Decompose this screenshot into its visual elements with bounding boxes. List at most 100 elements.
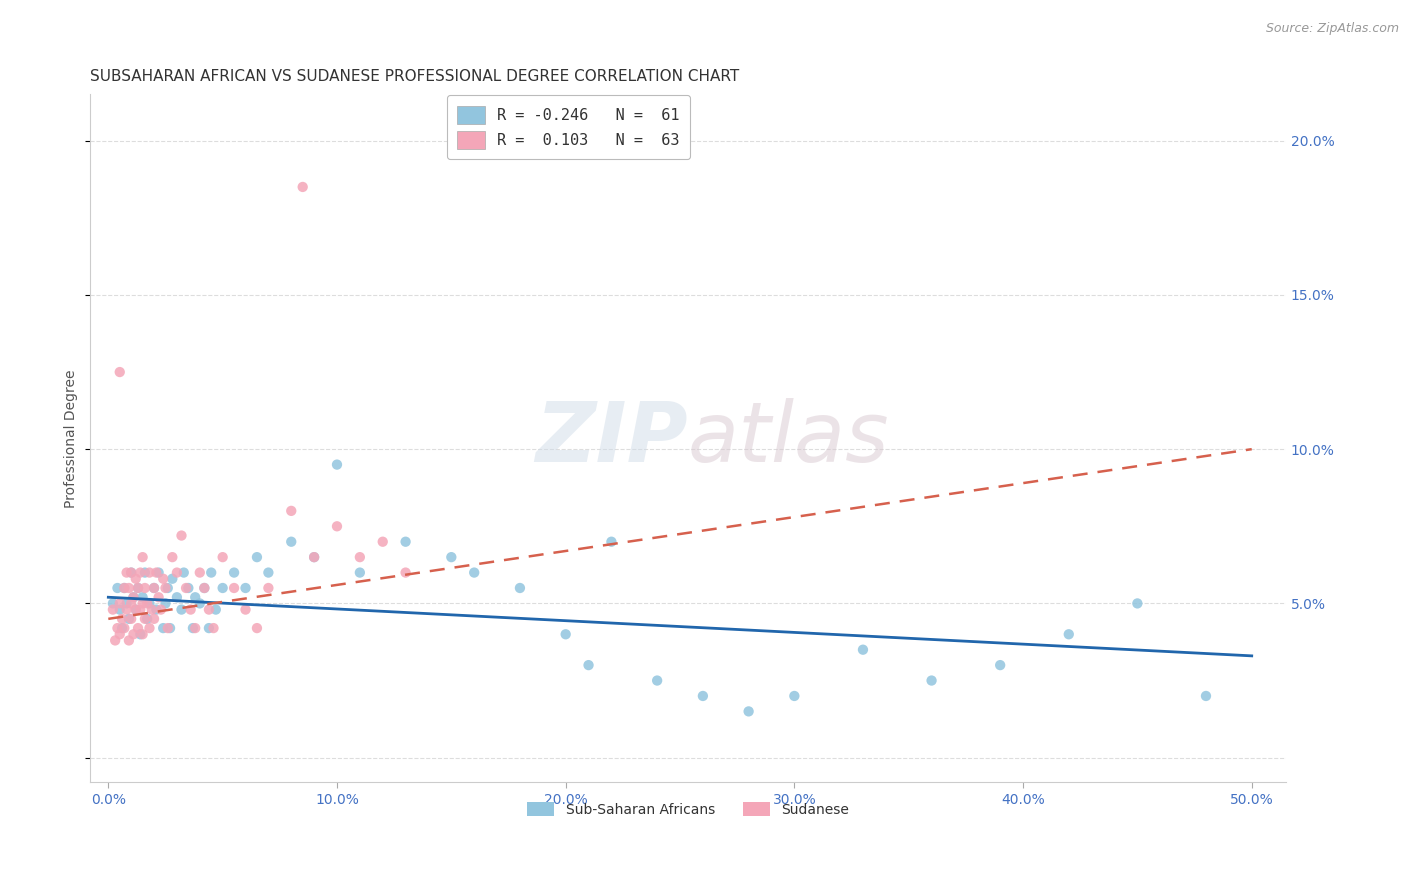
Point (921, 673, 943, 688)
Point (108, 627, 131, 641)
Point (145, 602, 167, 616)
Point (152, 621, 174, 635)
Point (394, 566, 416, 580)
Point (235, 602, 257, 616)
Point (181, 621, 204, 635)
Point (184, 591, 207, 605)
Point (108, 365, 131, 379)
Point (246, 621, 269, 635)
Text: SUBSAHARAN AFRICAN VS SUDANESE PROFESSIONAL DEGREE CORRELATION CHART: SUBSAHARAN AFRICAN VS SUDANESE PROFESSIO… (90, 69, 740, 84)
Point (101, 596, 124, 610)
Point (115, 566, 138, 580)
Point (129, 627, 152, 641)
Point (349, 550, 371, 565)
Point (112, 581, 135, 595)
Point (155, 596, 177, 610)
Point (138, 621, 160, 635)
Point (193, 581, 215, 595)
Y-axis label: Professional Degree: Professional Degree (65, 369, 79, 508)
Point (246, 550, 269, 565)
Point (177, 581, 200, 595)
Point (104, 633, 127, 648)
Point (108, 602, 131, 616)
Point (125, 602, 148, 616)
Point (149, 602, 172, 616)
Point (143, 612, 166, 626)
Point (211, 550, 233, 565)
Point (222, 566, 245, 580)
Point (326, 519, 349, 533)
Point (180, 602, 202, 616)
Point (136, 596, 159, 610)
Point (101, 602, 124, 616)
Point (737, 705, 759, 719)
Point (152, 572, 174, 586)
Point (129, 602, 152, 616)
Point (120, 566, 142, 580)
Point (112, 581, 135, 595)
Point (156, 621, 179, 635)
Text: atlas: atlas (688, 398, 890, 479)
Point (125, 572, 148, 586)
Point (162, 572, 184, 586)
Point (188, 566, 211, 580)
Point (440, 550, 463, 565)
Point (166, 566, 188, 580)
Point (136, 612, 159, 626)
Point (1126, 596, 1149, 610)
Point (193, 581, 215, 595)
Point (202, 621, 225, 635)
Point (852, 642, 875, 657)
Point (235, 581, 257, 595)
Point (118, 612, 141, 626)
Point (134, 581, 156, 595)
Point (138, 566, 160, 580)
Point (115, 596, 138, 610)
Point (198, 602, 221, 616)
Point (692, 689, 714, 703)
Point (578, 658, 600, 673)
Point (200, 566, 222, 580)
Point (122, 591, 145, 605)
Point (115, 602, 138, 616)
Point (131, 550, 153, 565)
Point (156, 581, 179, 595)
Point (131, 591, 153, 605)
Point (1057, 627, 1080, 641)
Point (155, 581, 177, 595)
Point (127, 581, 149, 595)
Point (174, 581, 197, 595)
Point (111, 612, 134, 626)
Point (143, 581, 166, 595)
Point (600, 534, 623, 549)
Point (134, 612, 156, 626)
Point (148, 566, 170, 580)
Point (112, 621, 135, 635)
Point (134, 566, 156, 580)
Point (257, 581, 280, 595)
Point (159, 621, 181, 635)
Point (394, 534, 416, 549)
Point (291, 180, 314, 194)
Legend: Sub-Saharan Africans, Sudanese: Sub-Saharan Africans, Sudanese (520, 795, 856, 823)
Point (127, 581, 149, 595)
Point (222, 581, 245, 595)
Point (141, 602, 163, 616)
Point (143, 581, 166, 595)
Point (127, 621, 149, 635)
Point (131, 627, 153, 641)
Point (118, 633, 141, 648)
Point (145, 566, 167, 580)
Point (988, 658, 1011, 673)
Point (125, 602, 148, 616)
Point (1195, 689, 1218, 703)
Text: Source: ZipAtlas.com: Source: ZipAtlas.com (1265, 22, 1399, 36)
Point (509, 581, 531, 595)
Point (280, 504, 302, 518)
Point (166, 591, 188, 605)
Point (138, 596, 160, 610)
Point (211, 581, 233, 595)
Point (302, 550, 325, 565)
Point (184, 621, 207, 635)
Point (170, 602, 193, 616)
